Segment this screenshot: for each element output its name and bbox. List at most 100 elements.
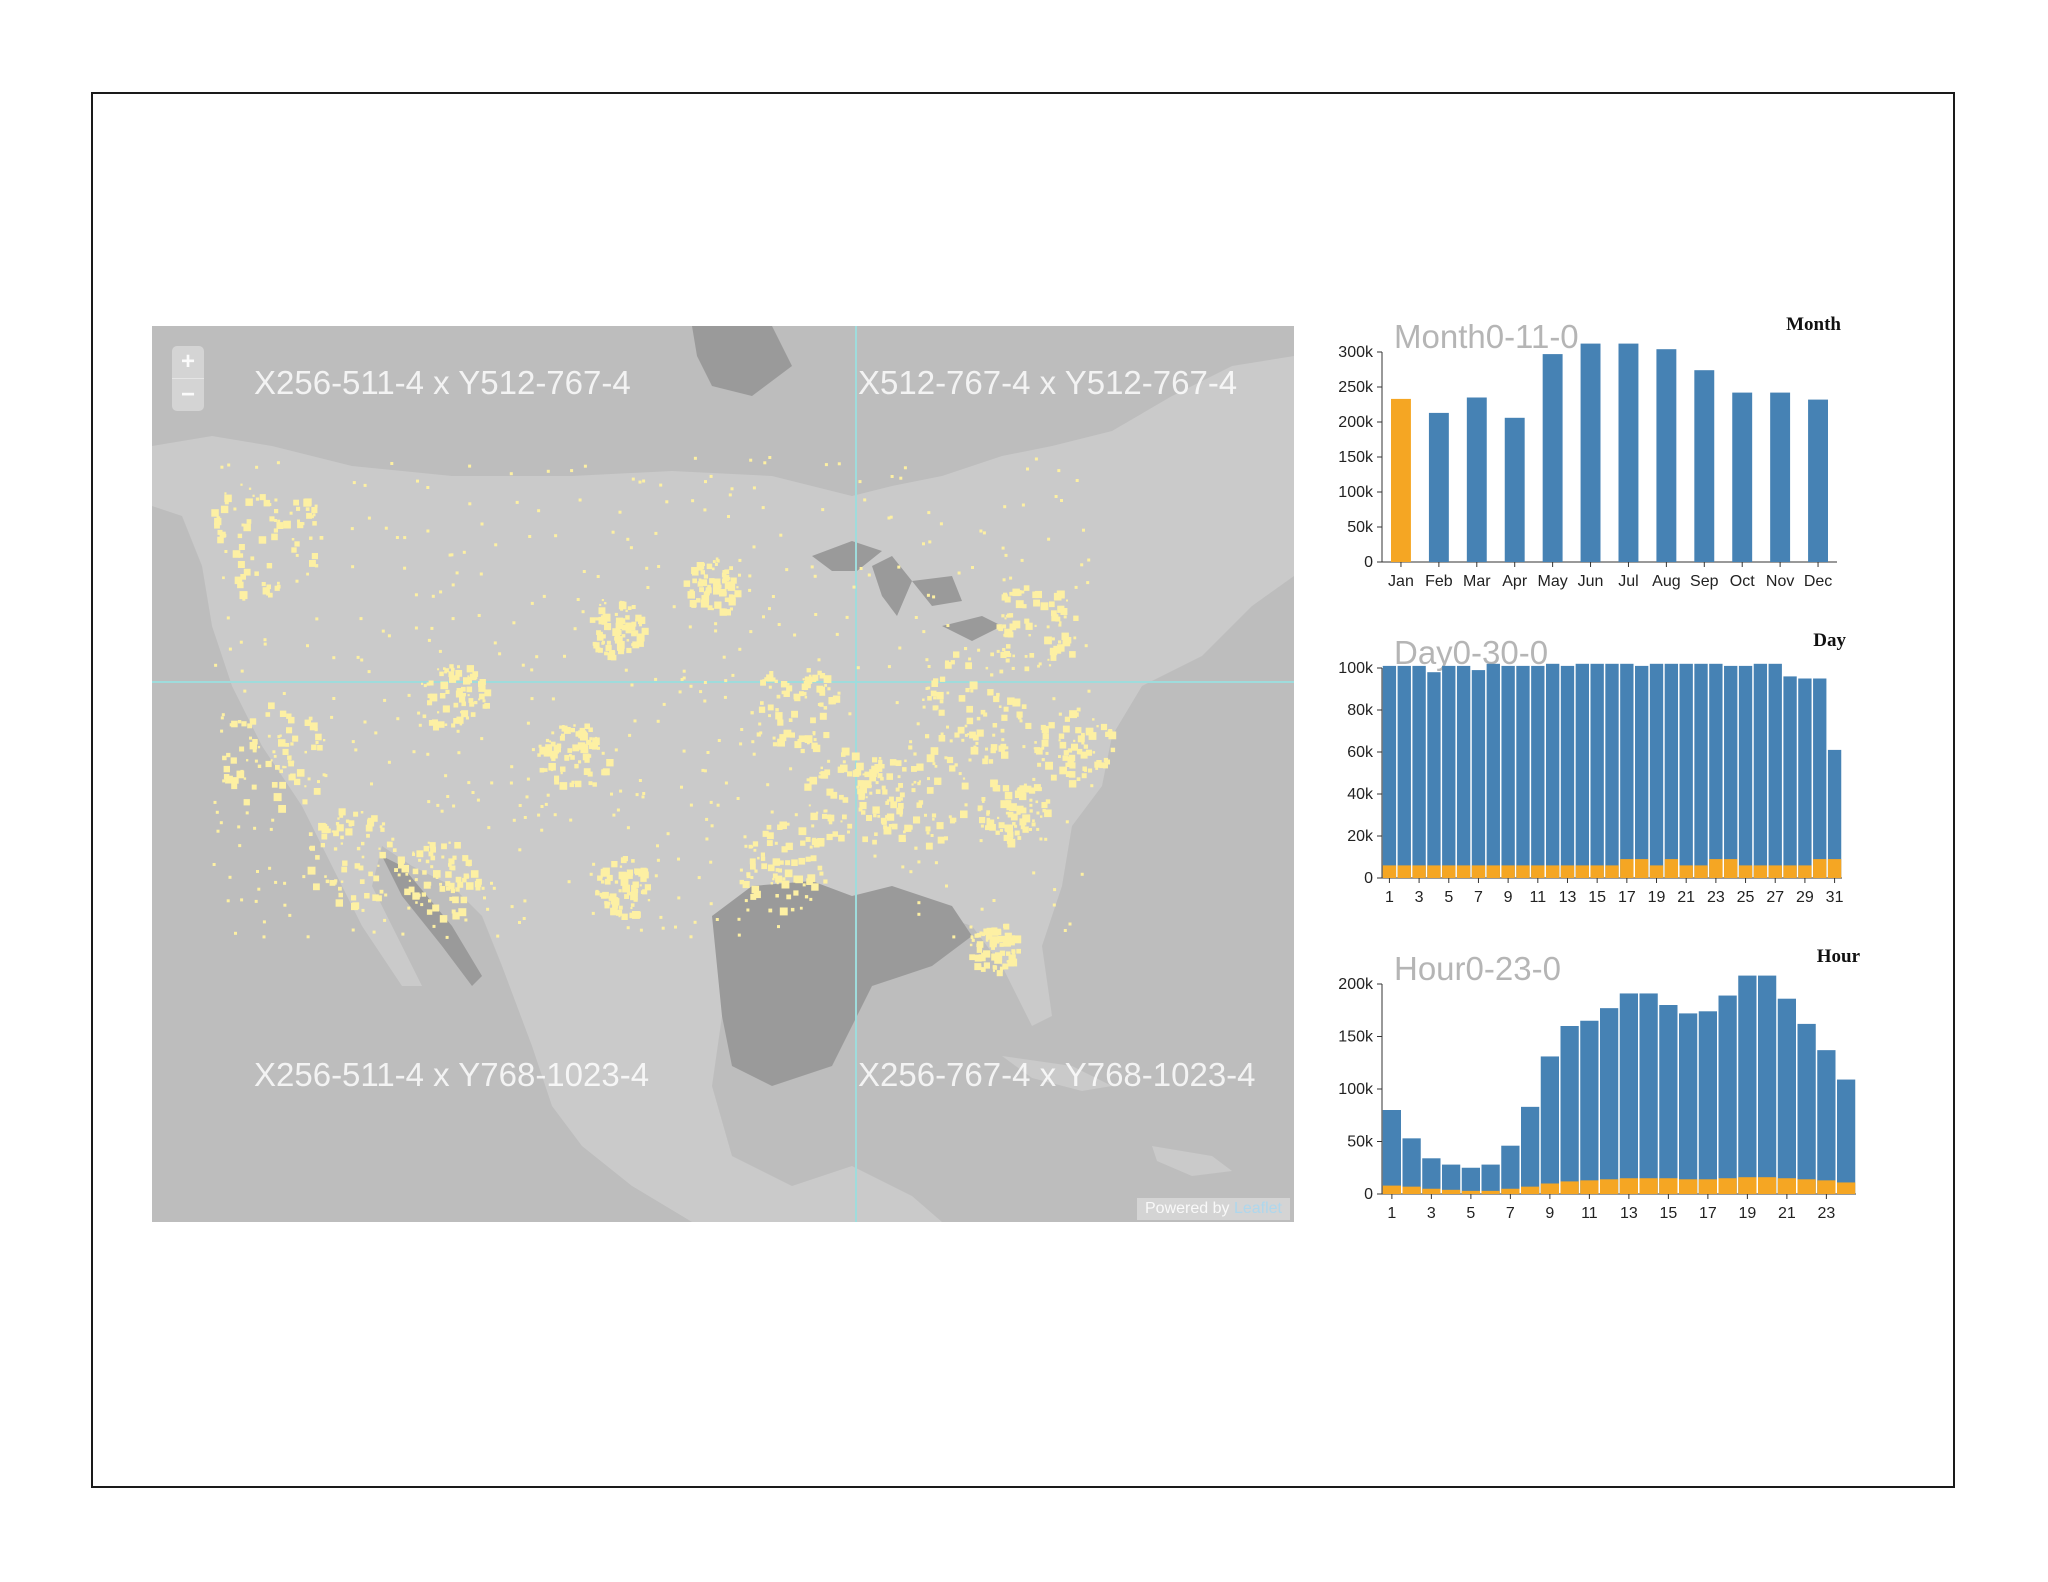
bar-2[interactable] [1397, 665, 1411, 878]
bar-Aug[interactable] [1656, 349, 1677, 562]
bar-24[interactable] [1724, 665, 1738, 878]
x-tick-label: 19 [1648, 889, 1666, 906]
bar-6[interactable] [1481, 1164, 1500, 1194]
bar-23[interactable] [1817, 1050, 1836, 1194]
bar-18[interactable] [1718, 995, 1737, 1194]
bar-6[interactable] [1456, 665, 1471, 878]
bar-25[interactable] [1738, 665, 1753, 878]
bar-13[interactable] [1560, 665, 1575, 878]
bar-4[interactable] [1427, 672, 1441, 878]
bar-22[interactable] [1797, 1023, 1816, 1194]
density-dot [350, 895, 357, 901]
y-tick-label: 200k [1338, 414, 1374, 431]
density-dot [498, 652, 502, 656]
bar-Feb[interactable] [1428, 412, 1449, 562]
bar-12[interactable] [1545, 663, 1560, 878]
bar-31[interactable] [1827, 749, 1842, 878]
density-dot [614, 748, 618, 752]
bar-3[interactable] [1412, 665, 1426, 878]
bar-Oct[interactable] [1732, 392, 1753, 562]
bar-15[interactable] [1590, 663, 1604, 878]
density-dot [777, 738, 785, 747]
bar-Mar[interactable] [1466, 397, 1487, 563]
bar-23[interactable] [1709, 663, 1723, 878]
bar-1[interactable] [1382, 665, 1397, 878]
bar-20[interactable] [1664, 663, 1679, 878]
bar-selected-23 [1709, 859, 1723, 878]
density-dot [981, 932, 986, 937]
bar-28[interactable] [1783, 676, 1797, 878]
density-dot [391, 837, 395, 841]
bar-selected-8 [1521, 1186, 1540, 1194]
bar-22[interactable] [1694, 663, 1708, 878]
leaflet-link[interactable]: Leaflet [1233, 1200, 1282, 1217]
map-canvas[interactable] [152, 326, 1294, 1222]
density-dot [873, 854, 877, 858]
map-view[interactable]: X256-511-4 x Y512-767-4 X512-767-4 x Y51… [152, 326, 1294, 1222]
density-dot [1035, 800, 1039, 804]
bar-8[interactable] [1521, 1106, 1540, 1194]
bar-21[interactable] [1679, 663, 1693, 878]
bar-selected-25 [1738, 865, 1753, 878]
bar-11[interactable] [1580, 1020, 1599, 1194]
density-dot [785, 871, 789, 875]
bar-4[interactable] [1442, 1164, 1461, 1194]
bar-20[interactable] [1758, 975, 1777, 1194]
bar-16[interactable] [1679, 1013, 1698, 1194]
density-dot [455, 670, 463, 677]
bar-9[interactable] [1540, 1056, 1559, 1194]
bar-14[interactable] [1639, 993, 1658, 1194]
density-dot [631, 621, 637, 627]
bar-8[interactable] [1486, 663, 1500, 878]
bar-selected-15 [1590, 865, 1604, 878]
bar-17[interactable] [1698, 1011, 1717, 1194]
density-dot [1029, 809, 1033, 813]
bar-Apr[interactable] [1504, 417, 1525, 562]
bar-24[interactable] [1837, 1079, 1856, 1194]
bar-7[interactable] [1501, 1145, 1520, 1194]
bar-10[interactable] [1560, 1026, 1579, 1194]
bar-9[interactable] [1501, 665, 1515, 878]
density-dot [397, 856, 405, 864]
bar-19[interactable] [1649, 663, 1664, 878]
bar-3[interactable] [1422, 1158, 1441, 1194]
density-dot [806, 668, 811, 673]
bar-10[interactable] [1516, 665, 1530, 878]
zoom-out-button[interactable]: − [180, 381, 195, 408]
bar-21[interactable] [1777, 998, 1796, 1194]
bar-Jan[interactable] [1391, 398, 1411, 562]
bar-13[interactable] [1619, 993, 1638, 1194]
density-dot [439, 693, 446, 699]
density-dot [360, 811, 364, 814]
density-dot [314, 728, 318, 732]
bar-29[interactable] [1798, 678, 1812, 879]
bar-17[interactable] [1620, 663, 1634, 878]
bar-Jul[interactable] [1618, 343, 1639, 562]
bar-16[interactable] [1605, 663, 1619, 878]
density-dot [278, 805, 286, 813]
bar-Jun[interactable] [1580, 343, 1601, 562]
bar-1[interactable] [1382, 1110, 1401, 1194]
bar-5[interactable] [1461, 1167, 1480, 1194]
bar-19[interactable] [1738, 975, 1757, 1194]
bar-27[interactable] [1768, 663, 1782, 878]
bar-2[interactable] [1402, 1138, 1421, 1194]
bar-14[interactable] [1575, 663, 1589, 878]
bar-7[interactable] [1471, 670, 1486, 878]
bar-15[interactable] [1659, 1005, 1678, 1194]
bar-Nov[interactable] [1770, 392, 1791, 562]
bar-12[interactable] [1600, 1008, 1619, 1194]
bar-Dec[interactable] [1808, 399, 1828, 562]
zoom-in-button[interactable]: + [172, 346, 204, 379]
density-dot [810, 855, 817, 862]
bar-11[interactable] [1531, 665, 1545, 878]
bar-Sep[interactable] [1694, 370, 1715, 562]
density-dot [800, 840, 806, 846]
bar-30[interactable] [1813, 678, 1827, 879]
bar-18[interactable] [1635, 665, 1649, 878]
density-dot [902, 838, 906, 842]
bar-5[interactable] [1442, 665, 1456, 878]
bar-May[interactable] [1542, 354, 1563, 562]
density-dot [911, 766, 917, 772]
bar-26[interactable] [1753, 663, 1768, 878]
